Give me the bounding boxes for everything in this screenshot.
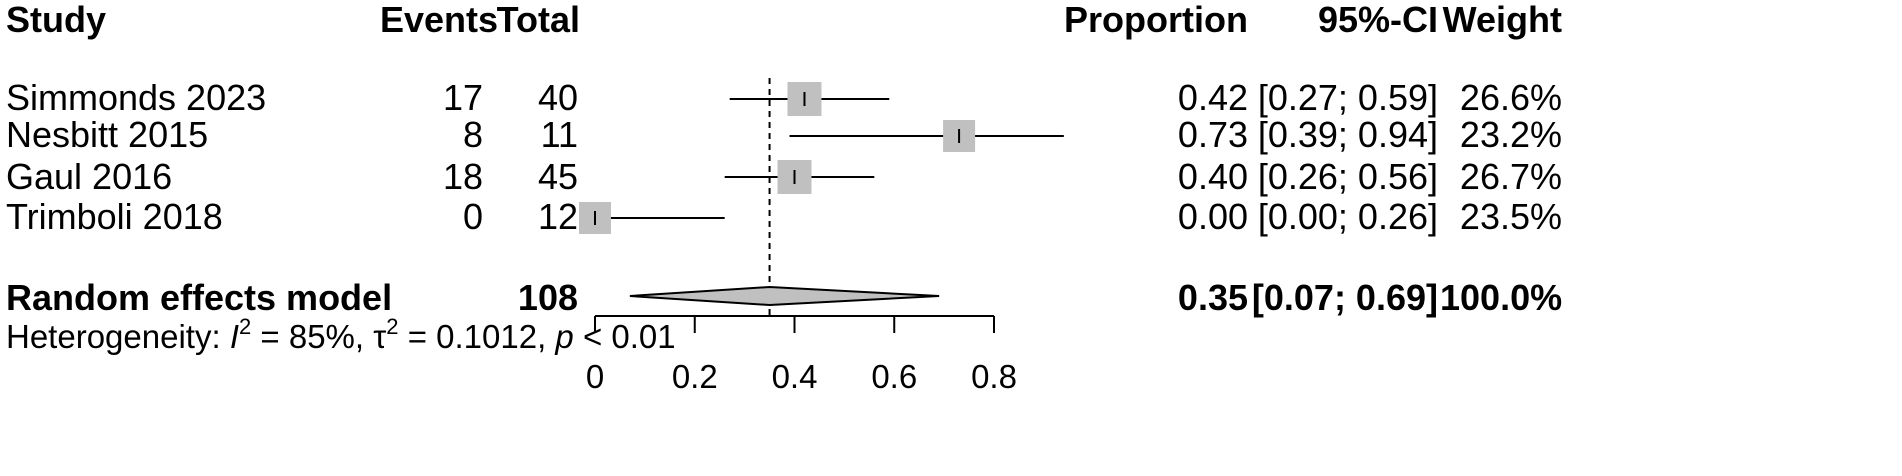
tau-sup: 2 — [386, 314, 399, 339]
i2-symbol: I — [229, 318, 239, 355]
study-total: 40 — [537, 77, 578, 118]
study-ci: [0.26; 0.56] — [1257, 156, 1438, 197]
header-events: Events — [380, 0, 499, 40]
study-ci: [0.27; 0.59] — [1257, 77, 1438, 118]
header-weight: Weight — [1442, 0, 1562, 40]
summary-ci: [0.07; 0.69] — [1251, 277, 1438, 318]
tau-symbol: τ — [373, 318, 387, 355]
header-total: Total — [496, 0, 580, 40]
study-proportion: 0.00 — [1177, 196, 1248, 237]
x-tick-label: 0.2 — [672, 358, 718, 395]
study-proportion: 0.40 — [1177, 156, 1248, 197]
p-symbol: p — [555, 318, 574, 355]
study-events: 18 — [442, 156, 483, 197]
study-ci: [0.00; 0.26] — [1257, 196, 1438, 237]
study-name: Nesbitt 2015 — [6, 114, 209, 155]
header-proportion: Proportion — [1064, 0, 1248, 40]
x-tick-label: 0.8 — [971, 358, 1017, 395]
heterogeneity-text: Heterogeneity: I2 = 85%, τ2 = 0.1012, p … — [6, 316, 676, 355]
study-proportion: 0.42 — [1177, 77, 1248, 118]
heterogeneity-prefix: Heterogeneity: — [6, 318, 230, 355]
summary-weight: 100.0% — [1440, 277, 1563, 318]
study-events: 17 — [442, 77, 483, 118]
study-total: 45 — [537, 156, 578, 197]
study-name: Trimboli 2018 — [6, 196, 223, 237]
summary-total: 108 — [517, 277, 578, 318]
study-weight: 23.5% — [1459, 196, 1562, 237]
study-name: Gaul 2016 — [6, 156, 173, 197]
i2-value: = 85%, — [251, 318, 374, 355]
x-tick-label: 0.6 — [871, 358, 917, 395]
p-value: < 0.01 — [573, 318, 676, 355]
tau-value: = 0.1012, — [398, 318, 556, 355]
study-ci: [0.39; 0.94] — [1257, 114, 1438, 155]
study-events: 8 — [462, 114, 483, 155]
summary-diamond — [629, 285, 940, 307]
study-events: 0 — [462, 196, 483, 237]
header-study: Study — [6, 0, 107, 40]
header-ci: 95%-CI — [1317, 0, 1438, 40]
x-tick-label: 0.4 — [772, 358, 818, 395]
x-tick-label: 0 — [586, 358, 604, 395]
summary-label: Random effects model — [6, 277, 393, 318]
study-total: 11 — [540, 114, 578, 155]
i2-sup: 2 — [238, 314, 252, 339]
study-weight: 26.6% — [1459, 77, 1562, 118]
study-weight: 26.7% — [1459, 156, 1562, 197]
study-weight: 23.2% — [1459, 114, 1562, 155]
summary-proportion: 0.35 — [1177, 277, 1248, 318]
study-proportion: 0.73 — [1177, 114, 1248, 155]
study-name: Simmonds 2023 — [6, 77, 267, 118]
study-total: 12 — [537, 196, 578, 237]
